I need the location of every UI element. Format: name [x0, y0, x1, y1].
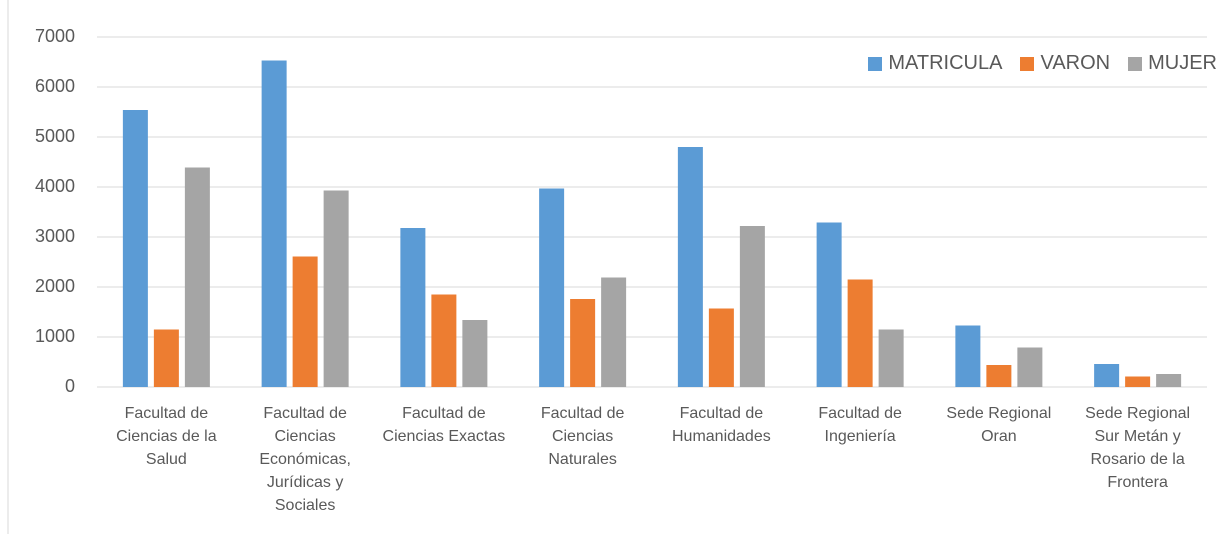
y-tick-label: 0: [65, 376, 75, 396]
bar: [986, 365, 1012, 387]
bar: [261, 60, 287, 387]
legend-swatch: [1020, 56, 1035, 71]
bar: [184, 167, 210, 387]
bar: [955, 325, 981, 387]
bar: [539, 188, 565, 387]
x-tick-label: Facultad de Ciencias Económicas, Jurídic…: [259, 405, 351, 514]
bar: [462, 320, 488, 387]
bar: [153, 329, 179, 387]
y-tick-label: 5000: [35, 126, 75, 146]
bar: [677, 147, 703, 387]
bar: [1017, 347, 1043, 387]
x-tick-label: Facultad de Humanidades: [672, 405, 771, 445]
x-tick-label: Sede Regional Sur Metán y Rosario de la …: [1085, 405, 1191, 491]
bar: [1094, 364, 1120, 387]
legend: MATRICULA VARON MUJER: [868, 52, 1217, 75]
bar: [816, 222, 842, 387]
legend-label: MATRICULA: [888, 52, 1003, 74]
x-tick-label: Facultad de Ciencias de la Salud: [116, 405, 217, 468]
bar: [1156, 374, 1182, 387]
bar: [323, 190, 349, 387]
bar: [708, 308, 734, 387]
bar: [400, 228, 426, 387]
bar: [431, 294, 457, 387]
bar: [570, 299, 596, 387]
legend-item: MUJER: [1128, 52, 1217, 75]
y-tick-label: 3000: [35, 226, 75, 246]
bar: [1125, 376, 1151, 387]
y-tick-label: 1000: [35, 326, 75, 346]
legend-label: MUJER: [1148, 52, 1217, 74]
legend-item: VARON: [1020, 52, 1110, 75]
x-tick-label: Facultad de Ciencias Naturales: [540, 405, 625, 468]
x-tick-label: Sede Regional Oran: [946, 405, 1052, 445]
x-tick-label: Facultad de Ciencias Exactas: [382, 405, 506, 445]
y-tick-label: 6000: [35, 76, 75, 96]
bar: [739, 226, 765, 387]
bar: [601, 277, 627, 387]
bar: [292, 256, 318, 387]
y-tick-label: 2000: [35, 276, 75, 296]
legend-label: VARON: [1040, 52, 1111, 74]
y-tick-label: 4000: [35, 176, 75, 196]
legend-swatch: [1128, 56, 1143, 71]
bar: [122, 110, 148, 387]
legend-item: MATRICULA: [868, 52, 1002, 75]
x-tick-label: Facultad de Ingeniería: [818, 405, 902, 445]
bar: [847, 279, 873, 387]
legend-swatch: [868, 56, 883, 71]
bar: [878, 329, 904, 387]
y-tick-label: 7000: [35, 26, 75, 46]
